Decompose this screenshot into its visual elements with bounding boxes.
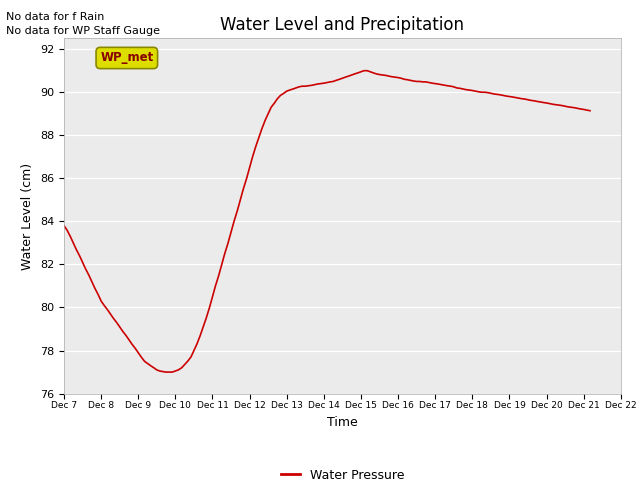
- Text: WP_met: WP_met: [100, 51, 154, 64]
- Text: No data for f Rain: No data for f Rain: [6, 12, 105, 22]
- Y-axis label: Water Level (cm): Water Level (cm): [22, 162, 35, 270]
- X-axis label: Time: Time: [327, 416, 358, 429]
- Title: Water Level and Precipitation: Water Level and Precipitation: [220, 16, 465, 34]
- Legend: Water Pressure: Water Pressure: [276, 464, 409, 480]
- Text: No data for WP Staff Gauge: No data for WP Staff Gauge: [6, 26, 161, 36]
